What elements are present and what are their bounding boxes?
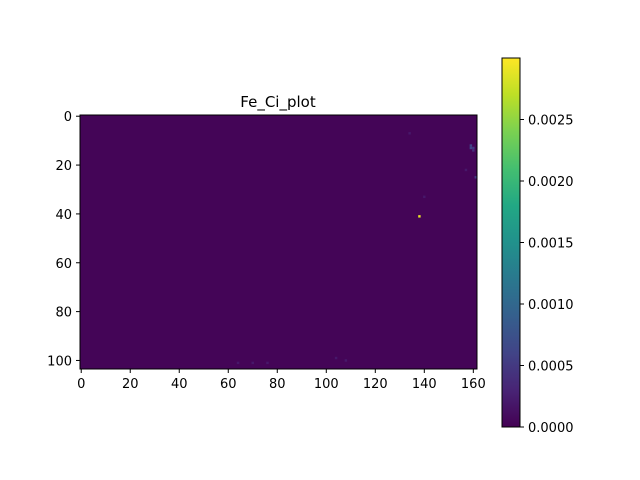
heatmap <box>79 114 478 370</box>
colorbar-tick-label: 0.0015 <box>528 237 574 252</box>
colorbar-tick-label: 0.0010 <box>528 298 574 313</box>
colorbar-tick-label: 0.0020 <box>528 175 574 190</box>
heatmap-cell <box>266 361 269 365</box>
heatmap-frame <box>79 114 478 370</box>
heatmap-cells <box>236 132 477 365</box>
x-tick-label: 20 <box>122 377 139 392</box>
heatmap-cell <box>344 359 348 362</box>
heatmap-cell <box>236 361 240 365</box>
colorbar-tick-label: 0.0000 <box>528 421 574 436</box>
chart-title: Fe_Ci_plot <box>240 93 316 112</box>
heatmap-cell <box>423 195 426 199</box>
colorbar-gradient <box>502 58 520 427</box>
y-tick-label: 100 <box>47 354 72 369</box>
colorbar-ticks: 0.0000 0.0005 0.0010 0.0015 0.0020 0.0025 <box>520 114 574 436</box>
x-tick-label: 140 <box>412 377 437 392</box>
x-tick-label: 160 <box>461 377 486 392</box>
x-tick-label: 0 <box>77 377 85 392</box>
heatmap-cell <box>472 149 475 152</box>
heatmap-cell <box>464 168 468 172</box>
heatmap-cell <box>469 144 473 147</box>
colorbar-tick-label: 0.0005 <box>528 360 574 375</box>
x-tick-label: 80 <box>269 377 286 392</box>
heatmap-cell <box>474 176 477 179</box>
heatmap-cell <box>472 146 475 150</box>
x-axis: 0 20 40 60 80 100 120 140 160 <box>77 369 486 392</box>
colorbar-tick-label: 0.0025 <box>528 114 574 129</box>
colorbar: 0.0000 0.0005 0.0010 0.0015 0.0020 0.0025 <box>501 57 574 436</box>
heatmap-background <box>80 115 477 369</box>
heatmap-cell <box>469 146 473 150</box>
y-tick-label: 0 <box>64 110 72 125</box>
y-tick-label: 20 <box>55 159 72 174</box>
x-tick-label: 40 <box>171 377 188 392</box>
heatmap-cell <box>408 132 411 135</box>
x-tick-label: 120 <box>363 377 388 392</box>
y-axis: 0 20 40 60 80 100 <box>47 110 80 369</box>
heatmap-cell <box>251 361 254 365</box>
x-tick-label: 60 <box>220 377 237 392</box>
y-tick-label: 40 <box>55 208 72 223</box>
y-tick-label: 80 <box>55 306 72 321</box>
heatmap-cell <box>418 215 421 218</box>
x-tick-label: 100 <box>314 377 339 392</box>
heatmap-cell <box>334 356 338 360</box>
y-tick-label: 60 <box>55 257 72 272</box>
